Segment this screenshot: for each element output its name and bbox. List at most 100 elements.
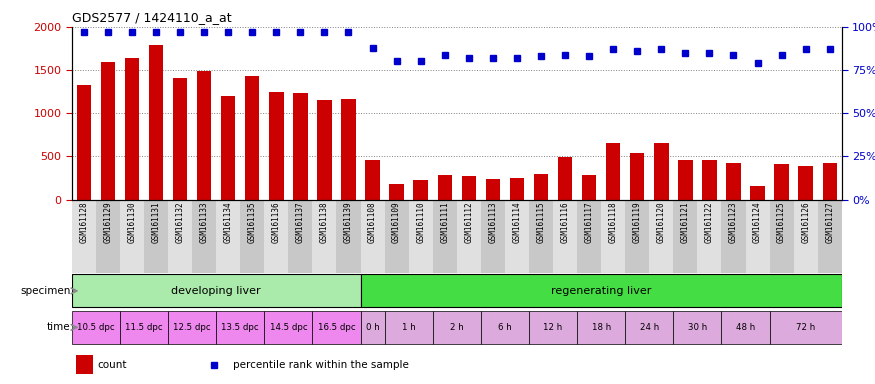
Text: GSM161133: GSM161133 (200, 202, 208, 243)
Bar (72, 275, 360, 307)
Bar (360, 311, 385, 344)
Bar (72, 200, 96, 273)
Bar (438, 175, 452, 200)
Bar (528, 311, 578, 344)
Text: GSM161125: GSM161125 (777, 202, 786, 243)
Bar (120, 200, 144, 273)
Bar (654, 143, 668, 200)
Text: 16.5 dpc: 16.5 dpc (318, 323, 355, 332)
Text: GSM161109: GSM161109 (392, 202, 401, 243)
Bar (822, 164, 837, 200)
Text: GSM161124: GSM161124 (753, 202, 762, 243)
Bar (385, 311, 433, 344)
Text: GSM161128: GSM161128 (80, 202, 88, 243)
Text: 14.5 dpc: 14.5 dpc (270, 323, 307, 332)
Bar (625, 200, 649, 273)
Text: GSM161130: GSM161130 (128, 202, 136, 243)
Bar (582, 175, 597, 200)
Text: GSM161132: GSM161132 (176, 202, 185, 243)
Bar (168, 200, 192, 273)
Text: 0 h: 0 h (366, 323, 380, 332)
Text: 10.5 dpc: 10.5 dpc (77, 323, 115, 332)
Text: GSM161127: GSM161127 (825, 202, 834, 243)
Text: 72 h: 72 h (796, 323, 816, 332)
Bar (630, 152, 645, 200)
Text: GSM161126: GSM161126 (802, 202, 810, 243)
Bar (553, 200, 578, 273)
Bar (289, 200, 312, 273)
Bar (312, 311, 360, 344)
Bar (625, 311, 674, 344)
Bar (770, 200, 794, 273)
Text: GSM161119: GSM161119 (633, 202, 641, 243)
Bar (144, 200, 168, 273)
Bar (457, 200, 481, 273)
Text: GSM161121: GSM161121 (681, 202, 690, 243)
Bar (360, 275, 842, 307)
Bar (366, 160, 380, 200)
Bar (173, 78, 187, 200)
Bar (125, 58, 139, 200)
Bar (312, 200, 336, 273)
Text: count: count (97, 360, 127, 370)
Text: 24 h: 24 h (640, 323, 659, 332)
Bar (578, 200, 601, 273)
Bar (101, 62, 116, 200)
Bar (774, 164, 789, 200)
Bar (674, 200, 697, 273)
Text: 2 h: 2 h (450, 323, 464, 332)
Bar (414, 180, 428, 200)
Bar (510, 178, 524, 200)
Bar (75, 355, 93, 374)
Bar (534, 174, 548, 200)
Text: GSM161129: GSM161129 (103, 202, 112, 243)
Text: GSM161118: GSM161118 (609, 202, 618, 243)
Text: GSM161110: GSM161110 (416, 202, 425, 243)
Bar (721, 311, 770, 344)
Bar (192, 200, 216, 273)
Text: GDS2577 / 1424110_a_at: GDS2577 / 1424110_a_at (72, 11, 231, 24)
Text: regenerating liver: regenerating liver (551, 286, 651, 296)
Text: GSM161116: GSM161116 (561, 202, 570, 243)
Bar (505, 200, 528, 273)
Bar (221, 96, 235, 200)
Text: GSM161135: GSM161135 (248, 202, 256, 243)
Bar (216, 311, 264, 344)
Bar (721, 200, 746, 273)
Text: specimen: specimen (20, 286, 71, 296)
Bar (726, 162, 741, 200)
Bar (794, 200, 818, 273)
Text: GSM161120: GSM161120 (657, 202, 666, 243)
Bar (318, 100, 332, 200)
Bar (433, 200, 457, 273)
Bar (409, 200, 433, 273)
Bar (558, 157, 572, 200)
Text: 18 h: 18 h (592, 323, 611, 332)
Text: 12.5 dpc: 12.5 dpc (173, 323, 211, 332)
Bar (649, 200, 674, 273)
Bar (120, 311, 168, 344)
Bar (697, 200, 721, 273)
Text: GSM161139: GSM161139 (344, 202, 353, 243)
Text: GSM161134: GSM161134 (224, 202, 233, 243)
Bar (216, 200, 240, 273)
Text: GSM161114: GSM161114 (513, 202, 522, 243)
Text: 13.5 dpc: 13.5 dpc (221, 323, 259, 332)
Bar (770, 311, 842, 344)
Bar (481, 200, 505, 273)
Bar (385, 200, 409, 273)
Bar (245, 76, 260, 200)
Bar (678, 159, 693, 200)
Bar (270, 92, 284, 200)
Text: GSM161137: GSM161137 (296, 202, 304, 243)
Text: GSM161112: GSM161112 (465, 202, 473, 243)
Bar (462, 176, 476, 200)
Text: GSM161111: GSM161111 (440, 202, 449, 243)
Text: 1 h: 1 h (402, 323, 416, 332)
Bar (751, 186, 765, 200)
Bar (486, 179, 500, 200)
Text: GSM161108: GSM161108 (368, 202, 377, 243)
Text: GSM161113: GSM161113 (488, 202, 497, 243)
Bar (799, 166, 813, 200)
Bar (703, 159, 717, 200)
